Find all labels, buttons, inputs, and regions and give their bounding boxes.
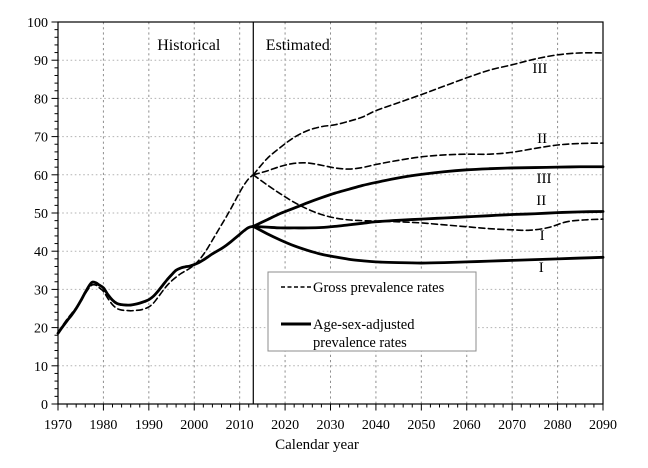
curve-label-gross-III: III: [532, 61, 547, 77]
y-tick-label: 50: [34, 207, 48, 222]
curve-label-gross-I: I: [540, 228, 545, 244]
y-tick-label: 0: [41, 398, 48, 413]
x-axis-title: Calendar year: [275, 437, 359, 453]
series-adjusted-III: [251, 165, 605, 228]
series-gross-historical: [57, 174, 255, 333]
curve-label-adjusted-III: III: [536, 171, 551, 187]
data-curves: [56, 52, 605, 335]
series-adjusted-I: [251, 224, 605, 265]
x-tick-label: 1970: [44, 418, 72, 433]
x-tick-label: 2020: [271, 418, 299, 433]
y-tick-label: 80: [34, 92, 48, 107]
series-gross-II: [252, 142, 604, 176]
y-tick-label: 40: [34, 245, 48, 260]
x-tick-label: 2040: [362, 418, 390, 433]
gridlines: [58, 22, 603, 404]
axis-ticks: [51, 21, 604, 411]
x-tick-label: 2010: [226, 418, 254, 433]
series-adjusted-historical: [56, 224, 255, 335]
region-label-estimated: Estimated: [266, 37, 330, 54]
series-gross-I: [252, 174, 604, 232]
curve-label-adjusted-II: II: [536, 193, 546, 209]
y-tick-label: 20: [34, 322, 48, 337]
x-tick-label: 2030: [317, 418, 345, 433]
legend-box: Gross prevalence rates Age-sex-adjusted pr…: [267, 271, 477, 352]
curve-label-adjusted-I: I: [539, 260, 544, 276]
axis-labels: 1970 1980 1990 2000 2010 2020 2030 2040 2050 2060…: [27, 16, 617, 453]
y-tick-label: 70: [34, 131, 48, 146]
curve-label-gross-II: II: [537, 131, 547, 147]
series-gross-III: [252, 52, 604, 176]
y-tick-label: 60: [34, 169, 48, 184]
x-tick-label: 2050: [407, 418, 435, 433]
x-tick-label: 2060: [453, 418, 481, 433]
y-tick-label: 30: [34, 283, 48, 298]
y-tick-label: 10: [34, 360, 48, 375]
x-tick-label: 1990: [135, 418, 163, 433]
legend-label: prevalence rates: [313, 335, 407, 351]
y-tick-label: 100: [27, 16, 48, 31]
legend-background: [267, 271, 477, 352]
x-tick-label: 1980: [89, 418, 117, 433]
region-label-historical: Historical: [157, 37, 221, 54]
x-tick-label: 2090: [589, 418, 617, 433]
x-tick-label: 2070: [498, 418, 526, 433]
legend-label: Gross prevalence rates: [313, 280, 445, 296]
y-tick-label: 90: [34, 54, 48, 69]
legend-label: Age-sex-adjusted: [313, 317, 415, 333]
series-adjusted-II: [251, 210, 605, 230]
x-tick-label: 2080: [544, 418, 572, 433]
x-tick-label: 2000: [180, 418, 208, 433]
